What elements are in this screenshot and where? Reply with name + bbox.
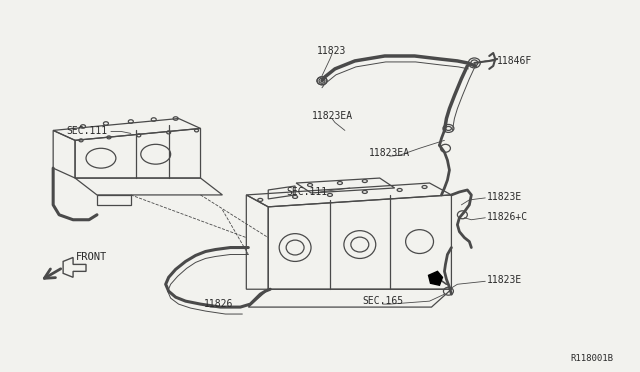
Text: FRONT: FRONT (76, 253, 108, 262)
Text: SEC.111: SEC.111 (287, 187, 328, 197)
Text: 11823EA: 11823EA (312, 110, 353, 121)
Text: 11826+C: 11826+C (487, 212, 529, 222)
Polygon shape (429, 271, 442, 285)
Text: 11823E: 11823E (487, 275, 522, 285)
Text: R118001B: R118001B (571, 354, 614, 363)
Text: 11846F: 11846F (497, 56, 532, 66)
Text: SEC.111: SEC.111 (67, 126, 108, 137)
Text: 11823E: 11823E (487, 192, 522, 202)
Text: 11823: 11823 (317, 46, 347, 56)
Text: SEC.165: SEC.165 (362, 296, 403, 306)
Text: 11823EA: 11823EA (369, 148, 410, 158)
Text: 11826: 11826 (204, 299, 233, 309)
